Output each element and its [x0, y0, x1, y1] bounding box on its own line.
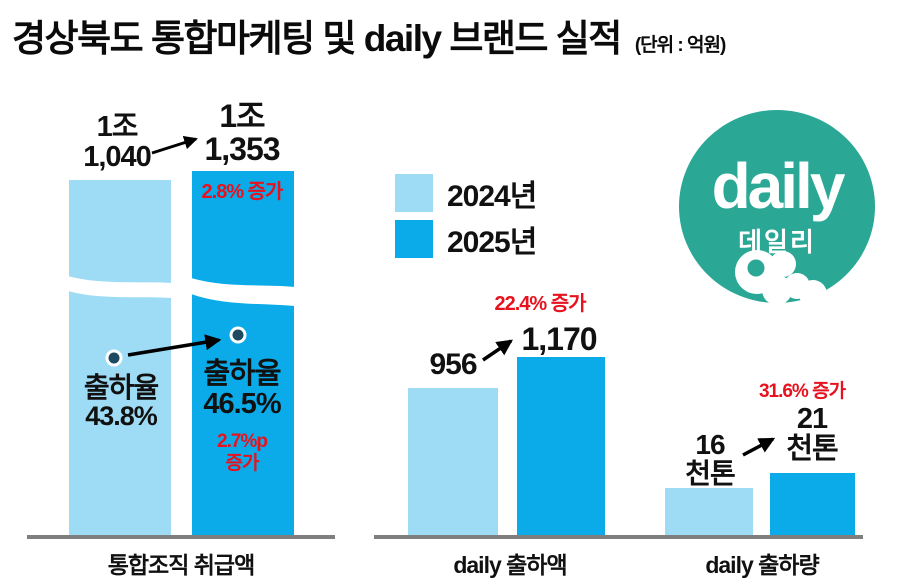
chart3-bar-2024: [665, 488, 753, 535]
chart2-axis-label: daily 출하액: [453, 552, 567, 578]
logo-brand-text: daily: [711, 150, 846, 222]
chart2-value-2025: 1,170: [521, 321, 597, 357]
chart1-rate-2025: 출하율 46.5%: [180, 359, 304, 419]
chart3-value-2024: 16 천톤: [670, 430, 750, 488]
chart3-axis-label: daily 출하량: [705, 552, 819, 578]
logo-blob-icon: [735, 250, 827, 308]
chart3-bar-2025: [770, 473, 855, 535]
chart1-change-label: 2.8% 증가: [201, 181, 284, 203]
chart1-rate-2025-title: 출하율: [203, 358, 281, 390]
chart2-bar-2024: [408, 388, 498, 535]
chart1-value-2024-line1: 1조: [96, 111, 139, 143]
legend-swatch-2024: [395, 174, 433, 212]
chart3-value-2025-line2: 천톤: [786, 433, 838, 466]
chart23-axis-line: [374, 535, 863, 539]
chart1-rate-2025-value: 46.5%: [203, 388, 281, 421]
chart1-axis-label: 통합조직 취급액: [107, 552, 256, 578]
chart1-rate-2024-title: 출하율: [83, 372, 159, 403]
chart1-value-2024-line2: 1,040: [83, 141, 152, 174]
header: 경상북도 통합마케팅 및 daily 브랜드 실적 (단위 : 억원): [12, 8, 726, 62]
chart1-rate-change-line1: 2.7%p: [217, 431, 268, 452]
chart1-value-2025-line1: 1조: [219, 98, 265, 134]
legend-swatch-2025: [395, 220, 433, 258]
chart1-bar-2024: [69, 180, 171, 535]
chart1-value-2025-line2: 1,353: [204, 131, 280, 168]
daily-brand-logo: daily 데일리: [679, 110, 875, 308]
legend-label-2025: 2025년: [447, 226, 537, 259]
chart2-change-label: 22.4% 증가: [494, 293, 586, 315]
legend-label-2024: 2024년: [447, 180, 537, 213]
chart1-rate-2024-value: 43.8%: [85, 401, 158, 432]
chart2-value-2024: 956: [429, 348, 477, 381]
chart1-rate-change-line2: 증가: [225, 452, 260, 474]
chart1-value-2025: 1조 1,353: [181, 98, 303, 168]
page-title: 경상북도 통합마케팅 및 daily 브랜드 실적: [12, 18, 622, 59]
chart3-value-2025: 21 천톤: [770, 404, 854, 464]
chart3-value-2024-line2: 천톤: [685, 458, 736, 490]
chart3-change-label: 31.6% 증가: [758, 381, 846, 402]
legend-item-2024: 2024년: [395, 171, 537, 215]
chart1-rate-change-label: 2.7%p 증가: [190, 431, 294, 475]
unit-note: (단위 : 억원): [634, 35, 726, 56]
legend-item-2025: 2025년: [395, 217, 537, 261]
chart3-value-2025-line1: 21: [796, 403, 828, 435]
chart3-value-2024-line1: 16: [695, 429, 725, 460]
chart1-axis-line: [27, 535, 335, 539]
chart1-bar-2025: [192, 171, 294, 535]
chart2-bar-2025: [517, 357, 605, 535]
chart1-value-2024: 1조 1,040: [57, 112, 177, 172]
chart1-rate-2024: 출하율 43.8%: [60, 373, 182, 430]
